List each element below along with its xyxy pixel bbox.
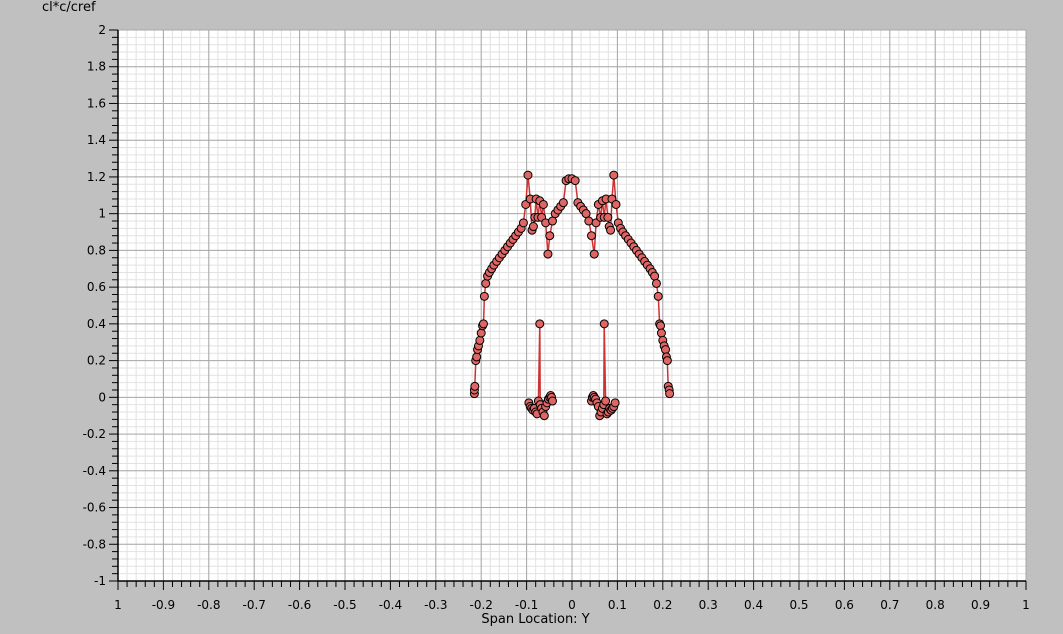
data-point <box>609 170 619 180</box>
x-tick-label: -0.1 <box>515 598 538 612</box>
data-point <box>478 319 488 329</box>
x-tick-label: -0.9 <box>152 598 175 612</box>
x-tick-label: -0.7 <box>242 598 265 612</box>
x-tick-label: 0.8 <box>926 598 945 612</box>
axes <box>109 29 1027 590</box>
x-tick-label: 0.5 <box>789 598 808 612</box>
x-tick-label: 1 <box>1022 598 1030 612</box>
data-point <box>558 198 568 208</box>
data-point <box>475 335 485 345</box>
x-tick-labels: 1 -0.9 -0.8 -0.7 -0.6 -0.5 -0.4 -0.3 -0.2 -0.1 0 0.… <box>114 598 1030 612</box>
data-point <box>603 212 613 222</box>
data-point <box>606 225 616 235</box>
y-tick-label: 0 <box>98 390 106 404</box>
data-point <box>472 352 482 362</box>
data-point <box>653 291 663 301</box>
y-tick-label: 2 <box>98 23 106 37</box>
y-tick-label: -0.8 <box>83 537 106 551</box>
y-tick-label: 0.8 <box>87 243 106 257</box>
data-point <box>611 199 621 209</box>
data-point <box>665 389 675 399</box>
x-tick-label: 0.7 <box>880 598 899 612</box>
data-point <box>538 199 548 209</box>
y-tick-label: 0.6 <box>87 280 106 294</box>
x-tick-label: -0.4 <box>379 598 402 612</box>
data-point <box>479 291 489 301</box>
data-point <box>656 328 666 338</box>
x-tick-label: 0 <box>568 598 576 612</box>
y-tick-label: -1 <box>94 574 106 588</box>
x-tick-label: 0.4 <box>744 598 763 612</box>
data-point <box>518 218 528 228</box>
x-tick-label: -0.6 <box>288 598 311 612</box>
data-point <box>547 396 557 406</box>
data-point <box>601 396 611 406</box>
x-tick-label: -0.3 <box>424 598 447 612</box>
y-tick-label: 1.2 <box>87 170 106 184</box>
y-axis-label: cl*c/cref <box>42 0 96 15</box>
y-tick-labels: -1 -0.8 -0.6 -0.4 -0.2 0 0.2 0.4 0.6 0.8 1 1.2 1.4 1.… <box>83 23 106 588</box>
x-tick-label: -0.5 <box>333 598 356 612</box>
data-point <box>545 231 555 241</box>
x-tick-label: 0.9 <box>971 598 990 612</box>
data-point <box>651 278 661 288</box>
data-point <box>650 271 660 281</box>
x-tick-label: 0.6 <box>835 598 854 612</box>
x-tick-label: 0.2 <box>653 598 672 612</box>
y-tick-label: 0.2 <box>87 354 106 368</box>
data-point <box>539 411 549 421</box>
major-grid <box>117 29 1027 582</box>
data-point <box>528 222 538 232</box>
data-point <box>523 170 533 180</box>
y-tick-label: 1 <box>98 207 106 221</box>
y-tick-label: -0.4 <box>83 464 106 478</box>
data-point <box>599 319 609 329</box>
x-tick-label: 1 <box>114 598 122 612</box>
x-tick-label: -0.8 <box>197 598 220 612</box>
data-series <box>469 170 675 421</box>
data-point <box>481 278 491 288</box>
data-point <box>656 321 666 331</box>
y-tick-label: 1.6 <box>87 96 106 110</box>
x-tick-label: 0.3 <box>699 598 718 612</box>
x-axis-label: Span Location: Y <box>481 612 590 627</box>
data-point <box>570 176 580 186</box>
data-point <box>535 319 545 329</box>
data-point <box>589 249 599 259</box>
data-point <box>547 216 557 226</box>
data-point <box>584 216 594 226</box>
y-tick-label: 0.4 <box>87 317 106 331</box>
data-point <box>661 345 671 355</box>
data-point <box>610 398 620 408</box>
y-tick-label: -0.2 <box>83 427 106 441</box>
data-point <box>476 328 486 338</box>
y-tick-label: -0.6 <box>83 501 106 515</box>
y-tick-label: 1.8 <box>87 60 106 74</box>
x-tick-label: -0.2 <box>469 598 492 612</box>
data-point <box>543 249 553 259</box>
data-point <box>587 231 597 241</box>
x-tick-label: 0.1 <box>608 598 627 612</box>
data-point <box>662 356 672 366</box>
y-tick-label: 1.4 <box>87 133 106 147</box>
data-point <box>470 381 480 391</box>
data-point <box>581 209 591 219</box>
